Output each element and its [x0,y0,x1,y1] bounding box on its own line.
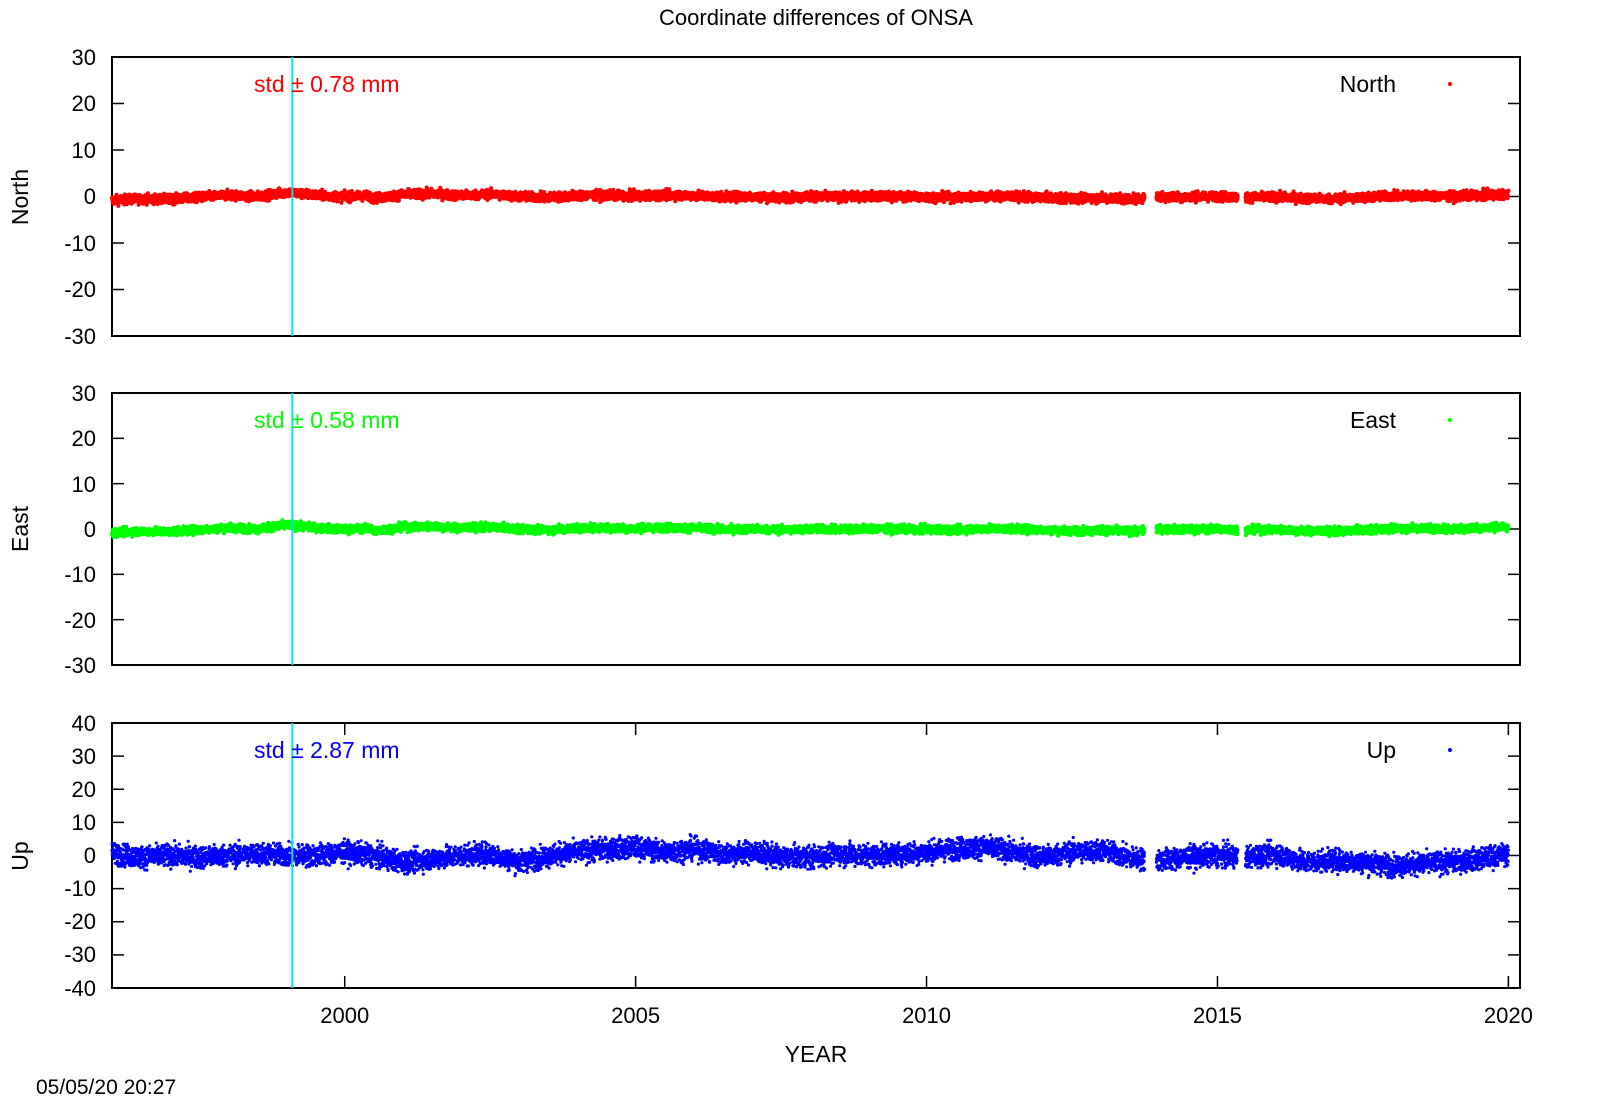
y-tick-label: 20 [72,91,96,116]
y-tick-labels-north: 30 20 10 0 -10 -20 -30 [64,45,96,349]
data-points-north [110,185,1511,208]
y-tick-label: -10 [64,231,96,256]
y-tick-marks-north [112,56,1520,337]
data-point [174,191,179,196]
data-point [116,203,121,208]
y-tick-label: -30 [64,324,96,349]
y-tick-label: 30 [72,45,96,70]
y-tick-label: 10 [72,138,96,163]
chart-title: Coordinate differences of ONSA [659,5,973,30]
y-axis-label-north: North [7,169,33,225]
y-tick-label: -20 [64,277,96,302]
panel-north: 30 20 10 0 -10 -20 -30 North std ± 0.78 … [7,45,1521,349]
y-tick-label: 0 [84,184,96,209]
